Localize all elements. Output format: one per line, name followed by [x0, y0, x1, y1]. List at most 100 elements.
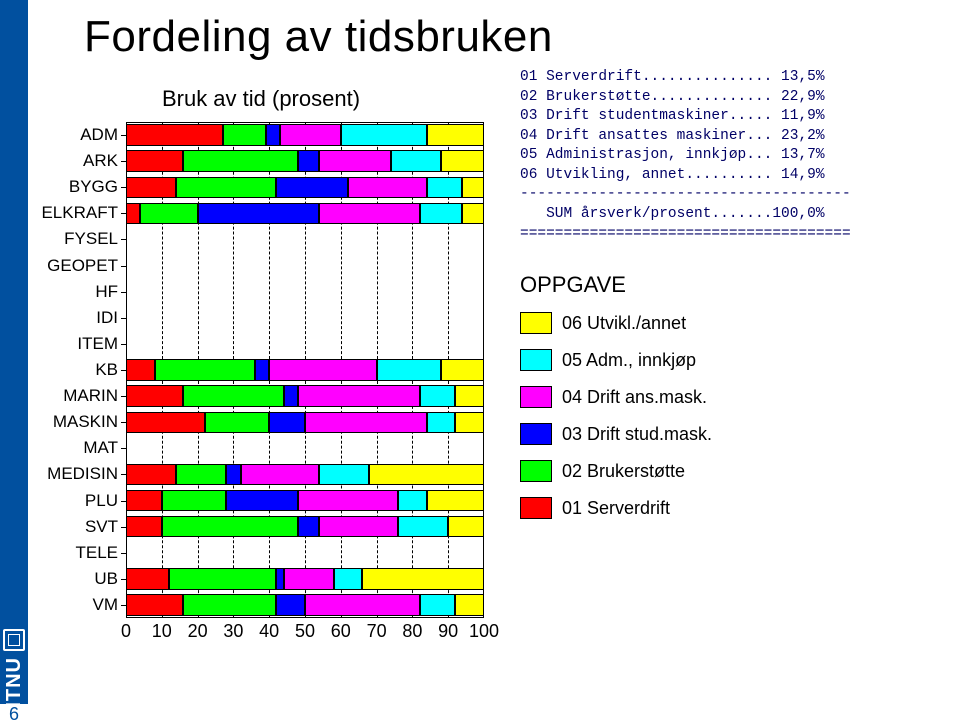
y-category-label: ITEM: [77, 334, 118, 354]
y-category-label: VM: [93, 595, 119, 615]
bar-segment: [305, 594, 420, 615]
x-tick-label: 50: [295, 621, 315, 642]
bar-segment: [427, 490, 484, 511]
bar-row: [126, 177, 484, 198]
bar-segment: [126, 359, 155, 380]
legend-list: 06 Utvikl./annet 05 Adm., innkjøp 04 Drift…: [520, 312, 950, 519]
bar-segment: [319, 516, 398, 537]
bar-segment: [276, 177, 348, 198]
y-category-label: MASKIN: [53, 412, 118, 432]
bar-segment: [176, 464, 226, 485]
bar-segment: [266, 124, 280, 145]
brand-sidebar: NTNU: [0, 0, 28, 725]
bar-row: [126, 385, 484, 406]
bar-segment: [176, 177, 276, 198]
brand-logo-icon: [3, 629, 25, 651]
bar-segment: [169, 568, 276, 589]
bar-segment: [276, 568, 283, 589]
y-tick: [121, 448, 126, 449]
legend-label: 03 Drift stud.mask.: [562, 424, 712, 445]
bar-segment: [341, 124, 427, 145]
y-category-label: ADM: [80, 125, 118, 145]
bar-segment: [126, 150, 183, 171]
y-category-label: IDI: [96, 308, 118, 328]
bar-segment: [305, 412, 427, 433]
bar-segment: [126, 516, 162, 537]
bar-segment: [319, 464, 369, 485]
y-category-label: PLU: [85, 491, 118, 511]
legend-item: 02 Brukerstøtte: [520, 460, 950, 482]
y-tick: [121, 239, 126, 240]
chart-plot: ADMARKBYGGELKRAFTFYSELGEOPETHFIDIITEMKBM…: [126, 122, 484, 618]
bar-segment: [455, 385, 484, 406]
x-tick-label: 70: [367, 621, 387, 642]
bar-segment: [298, 516, 319, 537]
right-column: 01 Serverdrift............... 13,5% 02 B…: [520, 68, 950, 534]
bar-segment: [183, 150, 298, 171]
bar-segment: [198, 203, 320, 224]
y-tick: [121, 266, 126, 267]
legend-label: 01 Serverdrift: [562, 498, 670, 519]
bar-segment: [348, 177, 427, 198]
bar-segment: [398, 516, 448, 537]
bar-segment: [377, 359, 441, 380]
bar-segment: [205, 412, 269, 433]
y-category-label: ARK: [83, 151, 118, 171]
bar-row: [126, 594, 484, 615]
y-tick: [121, 292, 126, 293]
stats-block: 01 Serverdrift............... 13,5% 02 B…: [520, 68, 950, 244]
bar-segment: [241, 464, 320, 485]
bar-segment: [462, 203, 483, 224]
legend-label: 04 Drift ans.mask.: [562, 387, 707, 408]
y-category-label: FYSEL: [64, 229, 118, 249]
bar-segment: [334, 568, 363, 589]
bar-segment: [427, 177, 463, 198]
x-tick-label: 100: [469, 621, 499, 642]
bar-segment: [255, 359, 269, 380]
bar-segment: [223, 124, 266, 145]
page-number: 6: [0, 704, 28, 725]
page-title: Fordeling av tidsbruken: [84, 12, 553, 62]
bar-segment: [369, 464, 484, 485]
chart-title: Bruk av tid (prosent): [32, 86, 490, 112]
legend-swatch: [520, 349, 552, 371]
bar-segment: [226, 490, 298, 511]
bar-row: [126, 359, 484, 380]
y-category-label: GEOPET: [47, 256, 118, 276]
bar-segment: [391, 150, 441, 171]
chart-container: Bruk av tid (prosent) ADMARKBYGGELKRAFTF…: [32, 86, 490, 646]
y-category-label: ELKRAFT: [41, 203, 118, 223]
y-tick: [121, 553, 126, 554]
bar-segment: [420, 594, 456, 615]
bar-segment: [126, 385, 183, 406]
bar-segment: [398, 490, 427, 511]
bar-segment: [284, 385, 298, 406]
y-tick: [121, 344, 126, 345]
legend-label: 06 Utvikl./annet: [562, 313, 686, 334]
bar-row: [126, 124, 484, 145]
y-category-label: MEDISIN: [47, 464, 118, 484]
legend-swatch: [520, 423, 552, 445]
y-tick: [121, 318, 126, 319]
bar-segment: [126, 412, 205, 433]
bar-row: [126, 516, 484, 537]
bar-segment: [140, 203, 197, 224]
x-tick-label: 30: [223, 621, 243, 642]
legend-item: 05 Adm., innkjøp: [520, 349, 950, 371]
bar-segment: [298, 385, 420, 406]
legend-swatch: [520, 386, 552, 408]
x-tick-label: 40: [259, 621, 279, 642]
bar-segment: [427, 124, 484, 145]
bar-row: [126, 150, 484, 171]
bar-segment: [362, 568, 484, 589]
bar-segment: [126, 568, 169, 589]
bar-segment: [126, 177, 176, 198]
x-tick-label: 0: [121, 621, 131, 642]
y-category-label: MARIN: [63, 386, 118, 406]
bar-segment: [183, 594, 276, 615]
bar-segment: [126, 124, 223, 145]
bar-segment: [126, 490, 162, 511]
bar-segment: [284, 568, 334, 589]
legend-item: 03 Drift stud.mask.: [520, 423, 950, 445]
bar-segment: [420, 385, 456, 406]
